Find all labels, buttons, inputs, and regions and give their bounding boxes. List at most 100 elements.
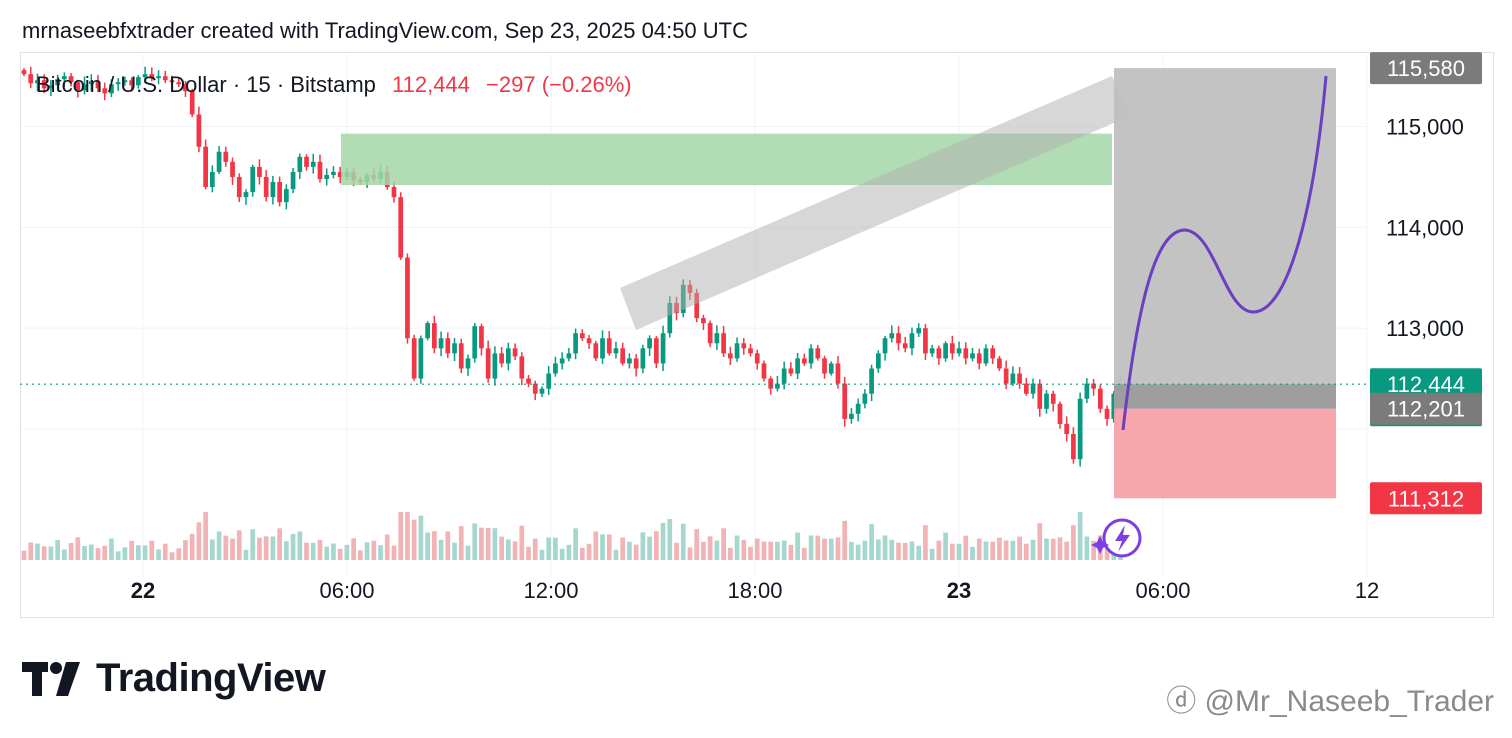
- volume-bar: [546, 537, 552, 560]
- candle-body: [499, 353, 504, 364]
- volume-bar: [55, 540, 60, 560]
- candle-body: [398, 197, 404, 258]
- volume-bar: [647, 536, 652, 560]
- candle-body: [129, 80, 134, 86]
- candle-body: [862, 393, 868, 404]
- volume-bar: [808, 535, 814, 560]
- volume-bar: [364, 542, 370, 560]
- volume-bar: [458, 526, 464, 560]
- candle-body: [1084, 383, 1090, 399]
- volume-bar: [156, 549, 161, 560]
- volume-bar: [741, 539, 747, 560]
- volume-bar: [331, 543, 336, 560]
- candle-body: [176, 82, 182, 85]
- volume-bar: [963, 535, 969, 560]
- candle-body: [290, 171, 296, 190]
- candle-body: [472, 326, 478, 359]
- candle-body: [391, 187, 397, 198]
- volume-bar: [257, 537, 262, 560]
- candle-body: [781, 368, 787, 384]
- volume-bar: [378, 545, 383, 560]
- candle-body: [189, 91, 195, 115]
- volume-bar: [351, 538, 356, 560]
- candle-body: [640, 348, 646, 369]
- volume-bar: [855, 544, 861, 560]
- volume-bar: [1017, 536, 1022, 560]
- candle-body: [1044, 393, 1049, 409]
- volume-bar: [169, 552, 175, 560]
- volume-bar: [499, 536, 504, 560]
- candle-body: [808, 348, 814, 364]
- candle-body: [997, 358, 1002, 369]
- volume-bar: [795, 532, 800, 560]
- volume-bar: [122, 547, 128, 560]
- candle-body: [203, 146, 208, 188]
- volume-bar: [438, 539, 444, 560]
- volume-bar: [983, 541, 989, 560]
- volume-bar: [203, 512, 208, 560]
- stop-zone: [1114, 408, 1336, 499]
- candle-body: [405, 257, 410, 339]
- volume-bar: [1050, 538, 1056, 560]
- volume-bar: [579, 547, 585, 560]
- volume-bar: [75, 537, 81, 560]
- volume-bar: [1071, 525, 1076, 560]
- candle-body: [553, 363, 558, 374]
- volume-bar: [828, 538, 834, 560]
- volume-bar: [559, 548, 565, 560]
- candle-body: [660, 333, 666, 364]
- volume-bar: [727, 547, 733, 560]
- candle-body: [579, 333, 585, 339]
- volume-bar: [889, 539, 895, 560]
- candle-body: [949, 343, 955, 354]
- candle-body: [156, 76, 161, 79]
- y-tick-label: 113,000: [1386, 316, 1464, 341]
- volume-bar: [1044, 538, 1049, 560]
- candle-body: [647, 338, 652, 349]
- candle-body: [1003, 368, 1009, 384]
- candle-body: [1104, 408, 1110, 419]
- candle-body: [1064, 423, 1070, 435]
- candle-body: [546, 373, 552, 389]
- volume-bar: [109, 538, 114, 560]
- volume-bar: [976, 538, 982, 560]
- volume-bar: [869, 524, 874, 560]
- candle-body: [512, 348, 518, 357]
- candle-body: [310, 161, 316, 167]
- candle-body: [1071, 434, 1076, 460]
- volume-bar: [1084, 536, 1090, 560]
- target-zone: [1114, 68, 1336, 409]
- candle-body: [216, 151, 222, 172]
- candle-body: [270, 182, 276, 198]
- volume-bar: [445, 531, 451, 560]
- x-tick-label: 18:00: [727, 578, 782, 603]
- volume-bar: [586, 543, 592, 560]
- candle-body: [963, 348, 969, 359]
- candle-body: [1091, 383, 1096, 389]
- candle-body: [68, 76, 74, 83]
- candle-body: [573, 333, 578, 354]
- candle-body: [869, 368, 874, 394]
- volume-bar: [801, 547, 807, 560]
- tradingview-logo[interactable]: TradingView: [22, 656, 326, 701]
- candle-body: [1037, 383, 1043, 409]
- candle-body: [479, 326, 484, 349]
- volume-bar: [956, 543, 962, 560]
- volume-bar: [835, 537, 841, 560]
- candle-body: [828, 363, 834, 374]
- candle-body: [734, 343, 740, 359]
- chart-frame: [20, 52, 1494, 618]
- volume-bar: [674, 542, 679, 560]
- candle-body: [223, 151, 229, 162]
- candle-body: [1023, 383, 1029, 394]
- volume-bar: [230, 538, 235, 560]
- volume-bar: [761, 541, 767, 560]
- sparkle-icon: [1091, 536, 1109, 554]
- candle-body: [95, 81, 101, 89]
- volume-bar: [1091, 540, 1096, 560]
- volume-bar: [452, 542, 457, 560]
- candle-body: [761, 363, 767, 379]
- volume-bar: [324, 546, 330, 560]
- volume-bar: [102, 545, 108, 560]
